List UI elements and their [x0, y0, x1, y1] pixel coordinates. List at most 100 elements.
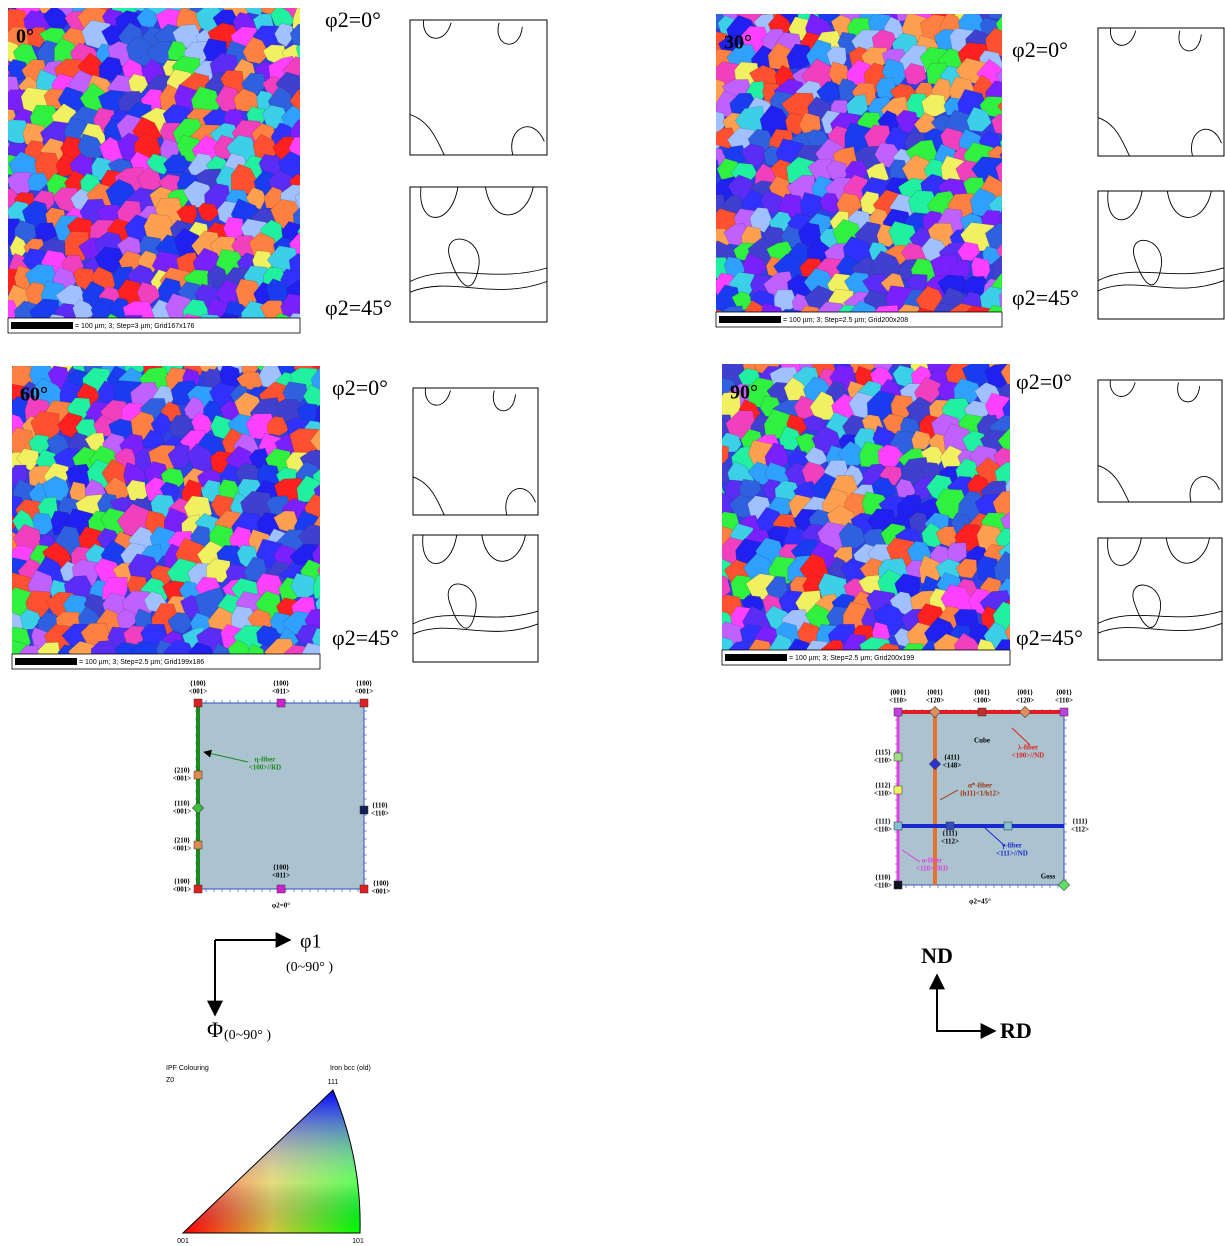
grain	[678, 0, 712, 6]
node-marker	[894, 708, 902, 716]
grain	[301, 106, 322, 129]
grain	[299, 0, 327, 8]
grain	[787, 336, 816, 359]
grain	[992, 335, 1023, 361]
grain	[148, 337, 173, 360]
grain	[1014, 529, 1039, 553]
grain	[0, 573, 12, 601]
scale-text: = 100 µm; 3; Step=2.5 µm; Grid200x208	[783, 317, 908, 324]
node-direction: <110>	[889, 697, 907, 705]
grain	[683, 222, 711, 247]
key-note: Cube	[974, 737, 990, 745]
node-plane: {111}	[875, 818, 890, 826]
grain	[261, 336, 289, 362]
grain	[866, 334, 886, 354]
grain	[299, 298, 328, 322]
grain	[326, 417, 346, 438]
grain	[1012, 462, 1038, 490]
grain	[95, 335, 117, 361]
grain	[691, 492, 721, 516]
odf-box	[413, 388, 538, 515]
grain	[0, 128, 8, 147]
node-marker	[894, 786, 902, 794]
node-marker	[277, 699, 285, 707]
panel-label: 90°	[730, 382, 758, 404]
node-direction: <110>	[874, 882, 892, 890]
grain	[0, 372, 12, 392]
grain	[327, 447, 349, 470]
ipf-corner: 111	[328, 1079, 339, 1086]
grain	[691, 268, 721, 298]
grain	[1011, 197, 1035, 221]
node-marker	[194, 699, 202, 707]
node-plane: {001}	[974, 689, 990, 697]
grain	[227, 333, 252, 358]
grain	[682, 254, 712, 282]
grain	[2, 335, 22, 357]
node-marker	[194, 885, 202, 893]
grain	[682, 303, 706, 327]
grain-map	[0, 0, 329, 344]
grain	[229, 0, 247, 1]
node-direction: <148>	[943, 762, 961, 770]
grain	[1017, 445, 1041, 468]
node-direction: <001>	[173, 845, 191, 853]
grain	[691, 463, 717, 488]
grain	[306, 335, 324, 356]
node-marker	[894, 881, 902, 889]
node-plane: {100}	[273, 680, 289, 688]
grain	[694, 506, 726, 537]
axis-label: ND	[921, 943, 953, 968]
scale-text: = 100 µm; 3; Step=2.5 µm; Grid199x186	[79, 659, 204, 666]
node-plane: {001}	[1056, 689, 1072, 697]
grain	[51, 0, 83, 3]
ipf-triangle-overlay	[183, 1090, 360, 1233]
scale-bar	[15, 658, 77, 665]
axis-label: RD	[1000, 1018, 1032, 1043]
grain	[0, 262, 5, 294]
grain	[1008, 112, 1036, 137]
node-direction: <112>	[1071, 826, 1089, 834]
grain	[0, 558, 3, 585]
grain	[296, 37, 327, 68]
grain	[1010, 575, 1041, 598]
grain	[1011, 333, 1039, 358]
panel-label: 60°	[20, 384, 48, 406]
grain	[696, 626, 726, 649]
grain	[0, 0, 5, 19]
grain	[700, 475, 725, 499]
grain	[53, 339, 83, 361]
grain	[213, 337, 233, 357]
grain	[694, 212, 719, 237]
fiber-direction: <100>//RD	[249, 764, 281, 772]
page: 0°= 100 µm; 3; Step=3 µm; Grid167x176φ2=…	[0, 0, 1225, 1246]
node-direction: <011>	[272, 688, 290, 696]
grain	[0, 298, 2, 327]
grain	[1007, 0, 1032, 23]
grain	[705, 397, 724, 416]
grain	[74, 0, 94, 3]
grain	[690, 411, 713, 436]
odf-box	[1098, 28, 1224, 156]
grain	[840, 331, 868, 362]
fiber-direction: <111>//ND	[996, 850, 1028, 858]
fiber-name: η-fiber	[255, 756, 276, 764]
grain	[706, 0, 729, 12]
grain	[680, 110, 707, 139]
grain	[934, 332, 965, 361]
grain	[972, 663, 992, 682]
grain	[298, 218, 326, 246]
node-marker	[978, 708, 986, 716]
node-direction: <110>	[371, 810, 389, 818]
grain	[686, 78, 711, 100]
key-title: φ2=0°	[272, 902, 290, 910]
panel-label: 30°	[724, 32, 752, 54]
grain	[691, 611, 712, 628]
node-plane: {100}	[190, 680, 206, 688]
ipf-title: IPF Colouring	[166, 1065, 209, 1072]
node-direction: <011>	[272, 872, 290, 880]
node-direction: <001>	[355, 688, 373, 696]
fiber-direction: {h11}<1/h12>	[960, 790, 1000, 798]
grain	[185, 0, 212, 4]
node-plane: {111}	[942, 830, 957, 838]
